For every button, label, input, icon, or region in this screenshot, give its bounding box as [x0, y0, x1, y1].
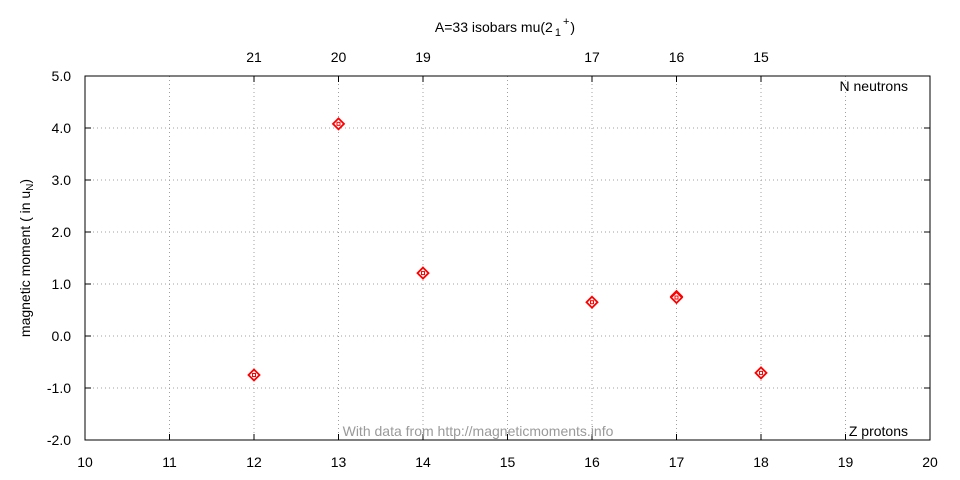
data-point-center	[336, 121, 341, 126]
x-tick-label: 18	[753, 454, 769, 470]
top-tick-label: 15	[753, 49, 769, 65]
chart-title: A=33 isobars mu(2 1+)	[435, 16, 575, 39]
data-point-center	[674, 295, 679, 300]
y-tick-label: 0.0	[52, 328, 72, 344]
x-tick-label: 20	[922, 454, 938, 470]
chart-title-sup: +	[563, 16, 569, 28]
x-tick-label: 17	[669, 454, 685, 470]
x-tick-label: 14	[415, 454, 431, 470]
y-axis-label-sub: N	[25, 184, 36, 191]
x-tick-label: 16	[584, 454, 600, 470]
y-tick-label: 2.0	[52, 224, 72, 240]
x-tick-labels: 10 11 12 13 14 15 16 17 18 19 20	[77, 454, 938, 470]
data-point-center	[252, 373, 256, 377]
y-axis-label-close: )	[17, 179, 33, 184]
y-axis-label-main: magnetic moment ( in u	[17, 191, 33, 337]
top-tick-label: 21	[246, 49, 262, 65]
data-point-center	[421, 271, 425, 276]
x-tick-label: 12	[246, 454, 262, 470]
top-axis-label: N neutrons	[840, 78, 908, 94]
y-tick-label: 1.0	[52, 276, 72, 292]
data-point	[669, 290, 684, 305]
chart-title-close: )	[570, 19, 575, 35]
top-tick-label: 19	[415, 49, 431, 65]
data-point-center	[590, 300, 594, 305]
chart-title-sub: 1	[555, 27, 561, 39]
y-axis-label: magnetic moment ( in uN)	[17, 179, 36, 337]
x-tick-label: 11	[162, 454, 177, 470]
x-tick-label: 19	[838, 454, 854, 470]
x-axis-label: Z protons	[849, 423, 908, 439]
y-tick-label: -1.0	[47, 380, 71, 396]
x-tick-label: 10	[77, 454, 93, 470]
y-tick-label: 4.0	[52, 120, 72, 136]
x-tick-label: 15	[500, 454, 516, 470]
data-point	[416, 266, 430, 280]
top-tick-label: 17	[584, 49, 600, 65]
y-tick-labels: -2.0 -1.0 0.0 1.0 2.0 3.0 4.0 5.0	[47, 68, 71, 448]
y-tick-label: -2.0	[47, 432, 71, 448]
data-point	[754, 366, 768, 380]
chart-title-main: A=33 isobars mu(2	[435, 19, 553, 35]
data-point	[585, 295, 599, 309]
watermark: With data from http://magneticmoments.in…	[343, 423, 614, 439]
plot-frame	[84, 75, 931, 441]
x-tick-label: 13	[331, 454, 347, 470]
data-point	[331, 117, 346, 131]
grid	[85, 76, 930, 440]
top-tick-label: 20	[331, 49, 347, 65]
top-tick-labels: 21 20 19 17 16 15	[246, 49, 769, 65]
data-point	[247, 368, 261, 382]
data-point-center	[759, 370, 763, 375]
data-points	[247, 117, 768, 382]
y-tick-label: 3.0	[52, 172, 72, 188]
y-tick-label: 5.0	[52, 68, 72, 84]
top-tick-label: 16	[669, 49, 685, 65]
ticks	[84, 75, 931, 441]
